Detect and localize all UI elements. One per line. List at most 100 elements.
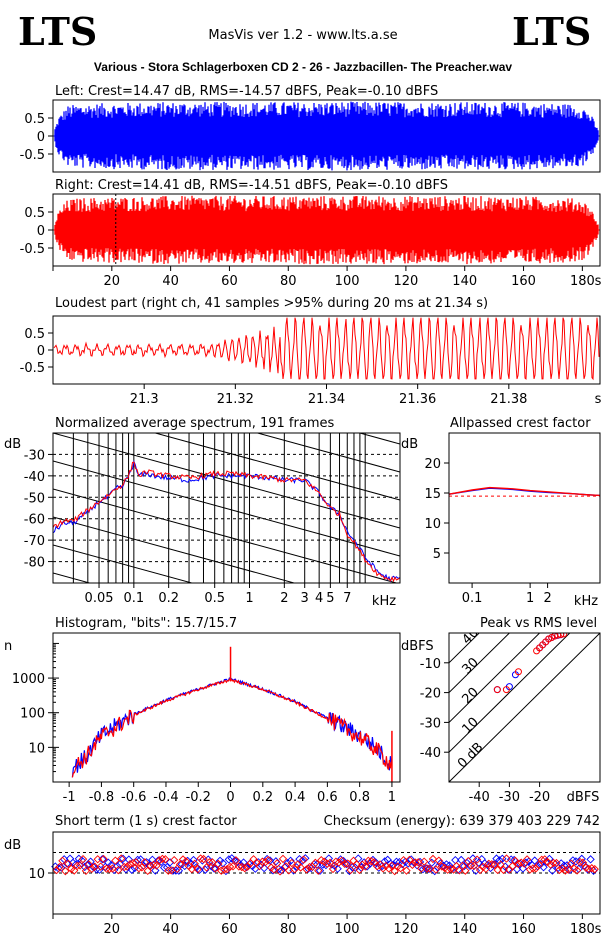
- short-crest-point-right: [314, 866, 323, 875]
- short-crest-point-right: [278, 854, 288, 864]
- short-crest-point-right: [408, 860, 417, 869]
- short-crest-point-right: [478, 862, 488, 872]
- short-crest-point-right: [508, 862, 517, 871]
- short-crest-point-right: [437, 862, 446, 871]
- short-crest-point-right: [137, 863, 146, 872]
- short-crest-point-right: [343, 859, 352, 868]
- short-crest-point-right: [222, 865, 232, 874]
- short-crest-point-right: [361, 862, 370, 871]
- right-ytick-label: 0: [37, 224, 45, 239]
- short-crest-point-right: [431, 865, 441, 874]
- logo-left: LTS: [18, 9, 97, 54]
- short-crest-point-left: [395, 858, 404, 867]
- peak-rms-xtick-label: -20: [529, 790, 550, 805]
- short-crest-point-right: [531, 864, 541, 873]
- histogram-xtick-label: -0.2: [186, 790, 211, 805]
- loudest-xtick-label: 21.34: [308, 392, 345, 407]
- peak-rms-panel: 40 30 20 10 0 dB -10 -20 -30 -40 -40 -30 -20 dBFS: [420, 632, 601, 805]
- short-crest-point-right: [505, 865, 514, 874]
- short-crest-point-right: [564, 865, 573, 874]
- short-crest-point-right: [75, 861, 85, 870]
- crest-panel: 20 15 10 5 0.1 1 2 kHz: [424, 432, 601, 609]
- short-crest-point-right: [434, 856, 444, 865]
- short-crest-title: Short term (1 s) crest factor: [55, 814, 237, 829]
- short-crest-point-right: [287, 858, 296, 868]
- short-crest-point-right: [378, 864, 388, 873]
- short-crest-point-right: [155, 856, 164, 865]
- left-title: Left: Crest=14.47 dB, RMS=-14.57 dBFS, P…: [55, 84, 438, 99]
- short-crest-point-right: [272, 859, 282, 868]
- short-crest-point-right: [440, 863, 449, 873]
- peak-rms-title: Peak vs RMS level: [480, 616, 597, 631]
- short-crest-point-right: [78, 854, 88, 864]
- short-crest-point-right: [252, 858, 261, 867]
- short-crest-point-right: [93, 855, 102, 864]
- short-crest-point-right: [64, 859, 73, 868]
- short-crest-point-left: [165, 858, 175, 867]
- spectrum-slope-line: [53, 516, 296, 583]
- app-title: MasVis ver 1.2 - www.lts.a.se: [208, 28, 397, 43]
- short-crest-point-right: [590, 864, 599, 874]
- crest-xunit: kHz: [574, 594, 598, 609]
- spectrum-slope-line: [53, 544, 194, 583]
- short-crest-point-right: [425, 864, 435, 873]
- short-crest-point-right: [502, 854, 511, 863]
- spectrum-xtick-label: 7: [343, 591, 351, 606]
- peak-rms-point-right: [514, 668, 522, 676]
- loudest-xunit: s: [595, 392, 602, 407]
- histogram-xtick-label: 1: [388, 790, 396, 805]
- crest-title: Allpassed crest factor: [450, 416, 591, 431]
- peak-rms-diagonal: [449, 633, 541, 724]
- peak-rms-diagonal-label: 20: [460, 685, 482, 707]
- short-crest-point-right: [555, 865, 564, 875]
- short-crest-point-right: [275, 867, 285, 876]
- crest-ylabel: dB: [401, 437, 418, 452]
- loudest-title: Loudest part (right ch, 41 samples >95% …: [55, 296, 488, 311]
- short-crest-panel: 10 20 40 60 80 100 120 140 160 180 s: [28, 831, 602, 937]
- peak-rms-point-right: [560, 633, 568, 638]
- short-crest-point-left: [95, 865, 104, 874]
- peak-rms-point-right: [493, 686, 501, 694]
- histogram-frame: [52, 632, 401, 783]
- short-crest-point-right: [167, 866, 176, 875]
- short-crest-point-right: [578, 858, 588, 867]
- peak-rms-ytick-label: -40: [420, 746, 441, 761]
- short-crest-point-right: [122, 862, 132, 871]
- short-crest-point-right: [208, 858, 217, 867]
- short-crest-xtick-label: 120: [393, 922, 418, 937]
- short-crest-point-right: [567, 859, 576, 868]
- histogram-ytick-label: 1000: [12, 672, 45, 687]
- left-panel: 0.5 0 -0.5: [20, 99, 601, 173]
- loudest-xtick-label: 21.38: [490, 392, 527, 407]
- right-ytick-label: -0.5: [20, 242, 45, 257]
- loudest-line: [53, 317, 600, 381]
- crest-line-right: [448, 486, 601, 497]
- short-crest-xunit: s: [595, 922, 602, 937]
- peak-rms-xtick-label: -40: [469, 790, 490, 805]
- short-crest-point-right: [414, 858, 423, 867]
- right-xunit: s: [595, 274, 602, 289]
- histogram-ylabel: n: [4, 639, 12, 654]
- short-crest-point-right: [402, 866, 411, 875]
- short-crest-point-right: [572, 866, 582, 875]
- short-crest-point-right: [472, 855, 482, 864]
- short-crest-point-right: [269, 865, 279, 874]
- short-crest-point-right: [161, 855, 170, 864]
- peak-rms-ylabel: dBFS: [401, 639, 434, 654]
- short-crest-point-right: [99, 854, 108, 864]
- loudest-ytick-label: 0: [37, 344, 45, 359]
- file-title: Various - Stora Schlagerboxen CD 2 - 26 …: [94, 60, 512, 74]
- short-crest-point-left: [86, 857, 95, 866]
- short-crest-xtick-label: 20: [104, 922, 121, 937]
- short-crest-point-right: [184, 861, 194, 871]
- short-crest-point-right: [131, 858, 141, 867]
- short-crest-point-right: [358, 860, 367, 869]
- spectrum-ytick-label: -70: [24, 534, 45, 549]
- short-crest-point-left: [227, 854, 236, 863]
- short-crest-point-right: [114, 865, 123, 875]
- left-ytick-label: 0.5: [24, 112, 45, 127]
- short-crest-point-right: [417, 864, 426, 873]
- histogram-xtick-label: -0.8: [89, 790, 114, 805]
- spectrum-inner: [53, 433, 400, 583]
- short-crest-point-right: [334, 858, 344, 867]
